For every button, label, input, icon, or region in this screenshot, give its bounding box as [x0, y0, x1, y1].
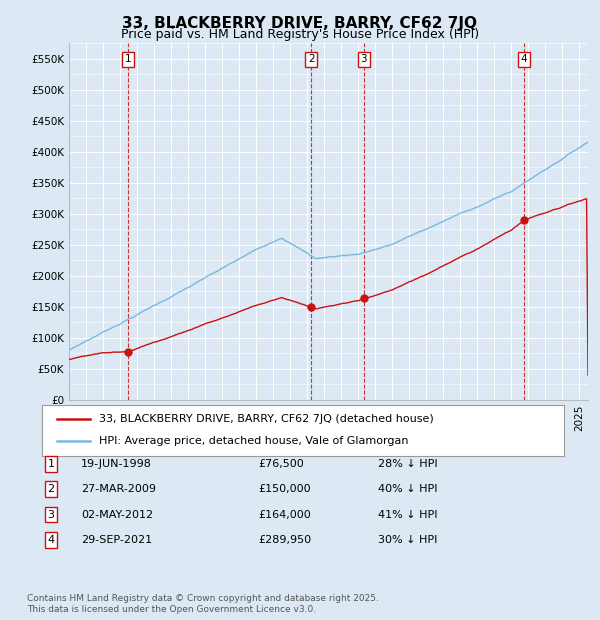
- Text: £164,000: £164,000: [258, 510, 311, 520]
- Text: 1: 1: [125, 55, 131, 64]
- Text: £289,950: £289,950: [258, 535, 311, 545]
- Text: 40% ↓ HPI: 40% ↓ HPI: [378, 484, 437, 494]
- Text: Price paid vs. HM Land Registry's House Price Index (HPI): Price paid vs. HM Land Registry's House …: [121, 28, 479, 41]
- Text: 4: 4: [521, 55, 527, 64]
- Text: £150,000: £150,000: [258, 484, 311, 494]
- Text: 1: 1: [47, 459, 55, 469]
- Text: 19-JUN-1998: 19-JUN-1998: [81, 459, 152, 469]
- Text: Contains HM Land Registry data © Crown copyright and database right 2025.
This d: Contains HM Land Registry data © Crown c…: [27, 595, 379, 614]
- Text: 2: 2: [47, 484, 55, 494]
- Text: 3: 3: [361, 55, 367, 64]
- Text: £76,500: £76,500: [258, 459, 304, 469]
- Text: HPI: Average price, detached house, Vale of Glamorgan: HPI: Average price, detached house, Vale…: [99, 436, 409, 446]
- Text: 4: 4: [47, 535, 55, 545]
- Text: 3: 3: [47, 510, 55, 520]
- Text: 2: 2: [308, 55, 314, 64]
- Text: 02-MAY-2012: 02-MAY-2012: [81, 510, 153, 520]
- Text: 30% ↓ HPI: 30% ↓ HPI: [378, 535, 437, 545]
- Text: 41% ↓ HPI: 41% ↓ HPI: [378, 510, 437, 520]
- Text: 33, BLACKBERRY DRIVE, BARRY, CF62 7JQ (detached house): 33, BLACKBERRY DRIVE, BARRY, CF62 7JQ (d…: [99, 414, 434, 424]
- Text: 33, BLACKBERRY DRIVE, BARRY, CF62 7JQ: 33, BLACKBERRY DRIVE, BARRY, CF62 7JQ: [122, 16, 478, 31]
- Text: 28% ↓ HPI: 28% ↓ HPI: [378, 459, 437, 469]
- Text: 27-MAR-2009: 27-MAR-2009: [81, 484, 156, 494]
- Text: 29-SEP-2021: 29-SEP-2021: [81, 535, 152, 545]
